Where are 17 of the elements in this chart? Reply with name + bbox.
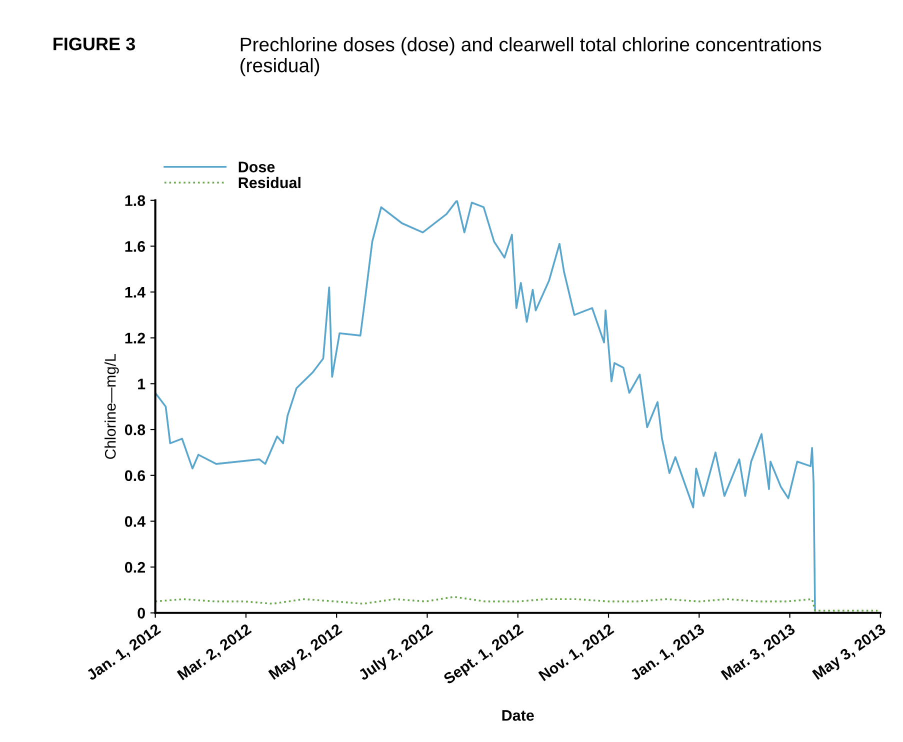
y-tick-label: 1 <box>138 378 146 390</box>
y-tick-label: 0.6 <box>124 470 146 482</box>
chart-title: FIGURE 3 <box>54 38 135 50</box>
y-tick-label: 0.4 <box>124 516 146 527</box>
legend-label: Dose <box>238 162 275 172</box>
line-series <box>155 596 878 612</box>
y-tick-label: 1.6 <box>125 241 146 252</box>
y-tick-label: 1.4 <box>125 287 146 298</box>
y-tick-label: 0 <box>138 608 145 619</box>
y-axis-title: Chlorine—mg/L <box>104 354 119 459</box>
y-tick-label: 1.8 <box>125 195 146 206</box>
y-tick-label: 0.8 <box>124 424 146 436</box>
y-tick-label: 0.2 <box>124 562 145 573</box>
y-tick-label: 1.2 <box>125 332 145 344</box>
chart-subtitle: Prechlorine doses (dose) and clearwell total chlorine concentrations (residual) <box>240 37 822 76</box>
legend-label: Residual <box>238 176 300 188</box>
x-axis-title: Date <box>502 710 534 721</box>
